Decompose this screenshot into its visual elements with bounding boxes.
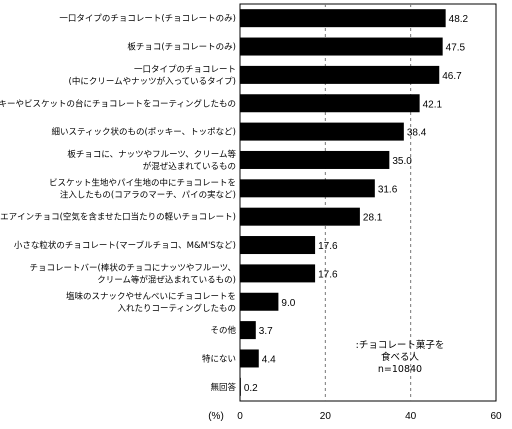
value-label: 38.4 (407, 128, 427, 139)
bar (240, 122, 404, 141)
bar (240, 207, 360, 226)
x-tick-label: 20 (320, 411, 332, 422)
category-label: 一口タイプのチョコレート(チョコレートのみ) (59, 14, 236, 24)
category-label: 入れたりコーティングしたもの (118, 303, 237, 314)
value-label: 17.6 (318, 269, 338, 280)
category-label: クリーム等が混ぜ込まれているもの) (97, 274, 236, 285)
legend-line: 食べる人 (381, 351, 420, 363)
category-label: チョコレートバー(棒状のチョコにナッツやフルーツ、 (30, 262, 236, 273)
x-tick-label: 40 (405, 411, 417, 422)
category-label: (中にクリームやナッツが入っているタイプ) (69, 76, 236, 87)
category-label: 一口タイプのチョコレート (134, 65, 236, 75)
bars-layer (240, 9, 446, 396)
bar (240, 179, 375, 198)
category-label: が混ぜ込まれているもの (143, 161, 236, 172)
value-label: 48.2 (449, 14, 469, 25)
category-label: 注入したもの(コアラのマーチ、パイの実など) (60, 189, 236, 200)
legend-line: :チョコレート菓子を (356, 339, 445, 351)
bar (240, 292, 279, 311)
category-label: 細いスティック状のもの(ポッキー、トッポなど) (51, 127, 236, 138)
value-label: 31.6 (378, 184, 398, 195)
value-label: 28.1 (363, 213, 383, 224)
bar (240, 37, 443, 56)
category-label: ビスケット生地やパイ生地の中にチョコレートを (49, 177, 236, 188)
x-tick-label: 0 (237, 411, 243, 422)
value-label: 9.0 (281, 298, 295, 309)
bar (240, 377, 241, 396)
value-label: 42.1 (423, 99, 443, 110)
plot-frame (239, 3, 497, 402)
category-label: 特にない (202, 353, 236, 364)
category-label: エアインチョコ(空気を含ませた口当たりの軽いチョコレート) (0, 212, 236, 223)
value-label: 17.6 (318, 241, 338, 252)
category-label: 小さな粒状のチョコレート(マーブルチョコ、M&M'Sなど) (14, 240, 236, 251)
bar (240, 94, 420, 113)
bar (240, 65, 440, 84)
value-label: 46.7 (442, 71, 462, 82)
value-label: 35.0 (392, 156, 412, 167)
category-label: 板チョコ(チョコレートのみ) (127, 42, 236, 53)
value-label: 47.5 (446, 43, 466, 54)
bar (240, 150, 390, 169)
bar (240, 321, 256, 340)
category-label: 塩味のスナックやせんべいにチョコレートを (66, 291, 236, 302)
bar (240, 9, 446, 28)
value-label: 0.2 (244, 383, 258, 394)
category-label: クッキーやビスケットの台にチョコレートをコーティングしたもの (0, 98, 236, 109)
value-label: 3.7 (259, 326, 273, 337)
bar (240, 349, 259, 368)
bar (240, 236, 316, 255)
category-label: 無回答 (210, 382, 236, 393)
bar (240, 264, 316, 283)
x-axis-unit: (%) (208, 411, 224, 422)
x-axis: 0 20 40 60 (%) (208, 411, 502, 422)
legend-line: n=10840 (378, 364, 422, 375)
x-tick-label: 60 (490, 411, 502, 422)
category-label: その他 (210, 325, 236, 336)
value-label: 4.4 (262, 354, 276, 365)
labels-layer: 48.2 一口タイプのチョコレート(チョコレートのみ) 47.5 板チョコ(チョコレー… (0, 14, 469, 394)
category-label: 板チョコに、ナッツやフルーツ、クリーム等 (67, 149, 236, 160)
